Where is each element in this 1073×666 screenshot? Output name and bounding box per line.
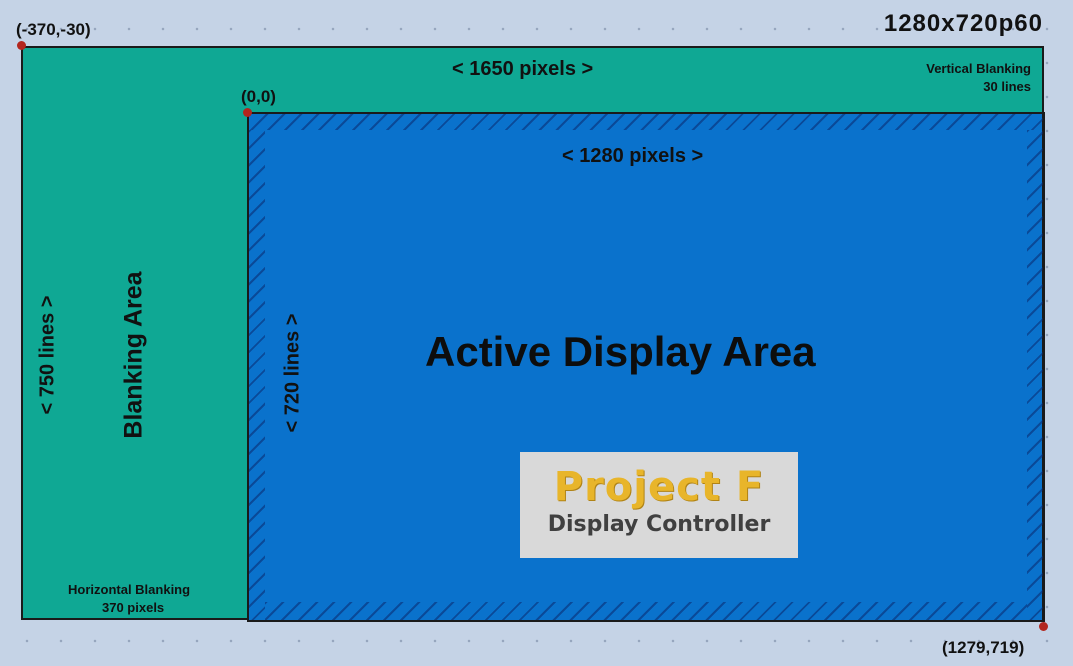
hatch-bottom <box>265 602 1027 620</box>
horizontal-blanking-title: Horizontal Blanking <box>68 582 191 597</box>
vertical-blanking-value: 30 lines <box>983 79 1031 94</box>
corner-point-origin <box>243 108 252 117</box>
logo-subtitle: Display Controller <box>547 512 771 537</box>
project-f-logo: Project F Display Controller <box>520 452 798 558</box>
resolution-label: 1280x720p60 <box>883 10 1043 37</box>
hatch-right <box>1027 130 1043 620</box>
active-area-label: Active Display Area <box>425 328 816 375</box>
active-width-label: < 1280 pixels > <box>562 145 704 167</box>
horizontal-blanking-value: 370 pixels <box>102 600 165 615</box>
corner-label-origin: (0,0) <box>241 87 276 106</box>
hatch-top <box>249 114 1043 130</box>
blanking-area-label: Blanking Area <box>119 271 148 439</box>
hatch-left <box>249 130 265 620</box>
total-width-label: < 1650 pixels > <box>452 58 594 80</box>
total-height-label: < 750 lines > <box>36 295 59 415</box>
corner-label-bottom-right: (1279,719) <box>942 638 1025 657</box>
vertical-blanking-title: Vertical Blanking <box>926 61 1031 76</box>
active-height-label: < 720 lines > <box>281 313 304 433</box>
corner-point-top-left <box>17 41 26 50</box>
logo-title: Project F <box>553 464 765 510</box>
corner-point-bottom-right <box>1039 622 1048 631</box>
corner-label-top-left: (-370,-30) <box>16 20 91 39</box>
